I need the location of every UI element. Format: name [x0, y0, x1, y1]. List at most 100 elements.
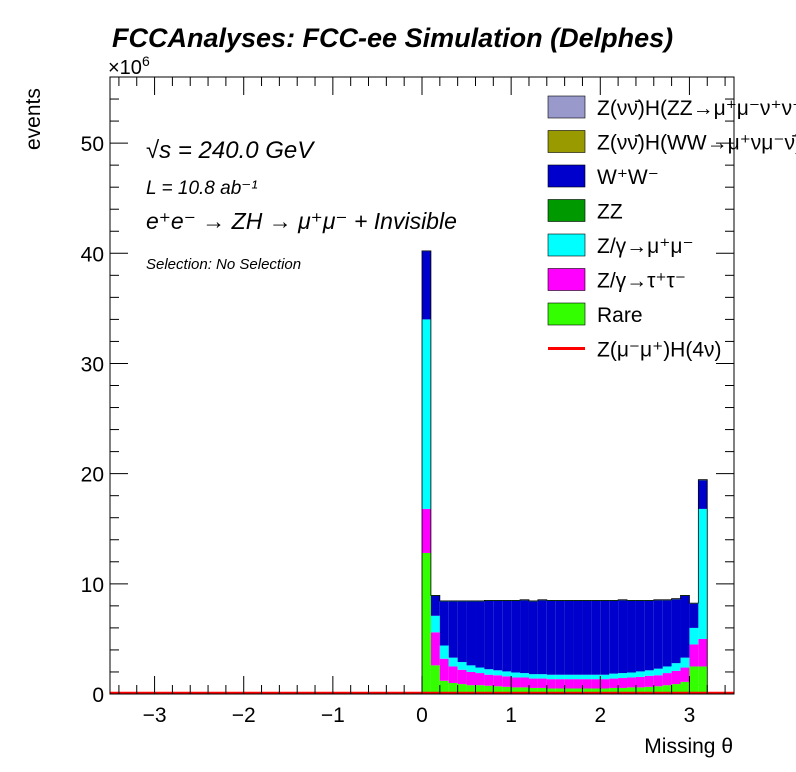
x-axis-ticks: −3 −2 −1 0 1 2 3 — [118, 77, 726, 727]
bar-0-8 — [493, 686, 503, 694]
legend-label: Z/γ→μ⁺μ⁻ — [597, 235, 694, 258]
bar-0-17 — [573, 688, 583, 694]
legend: Z(νν̄)H(ZZ→μ⁺μ⁻ν⁺ν⁻) Z(νν̄)H(WW→μ⁺νμ⁻ν̄) W… — [547, 95, 796, 362]
bar-2-17 — [573, 674, 583, 680]
bar-2-27 — [662, 666, 672, 674]
legend-label: ZZ — [597, 201, 623, 224]
x-axis-label: Missing θ — [644, 735, 733, 758]
bar-3-3 — [448, 601, 458, 658]
bar-2-15 — [555, 674, 565, 680]
legend-swatch — [547, 199, 586, 222]
chart-title: FCCAnalyses: FCC-ee Simulation (Delphes) — [112, 23, 673, 53]
bar-1-1 — [430, 632, 440, 666]
bar-2-6 — [475, 667, 485, 674]
bar-1-9 — [502, 676, 512, 687]
bar-3-2 — [439, 601, 449, 646]
bar-2-12 — [528, 674, 538, 679]
y-multiplier: ×106 — [108, 53, 150, 79]
bar-3-24 — [635, 600, 645, 672]
bar-3-16 — [564, 600, 574, 675]
bar-0-15 — [555, 688, 565, 694]
energy-annotation: √s = 240.0 GeV — [146, 137, 315, 164]
bar-1-3 — [448, 666, 458, 683]
bar-2-31 — [698, 508, 708, 639]
bar-2-1 — [430, 615, 440, 633]
bar-1-15 — [555, 679, 565, 689]
bar-3-8 — [493, 600, 503, 671]
bar-1-25 — [644, 675, 654, 687]
bar-0-25 — [644, 686, 654, 694]
bar-1-27 — [662, 673, 672, 686]
bar-2-19 — [591, 674, 601, 680]
bar-3-22 — [618, 600, 628, 674]
bar-3-17 — [573, 600, 583, 675]
bar-3-14 — [546, 600, 556, 675]
bar-1-26 — [653, 675, 663, 687]
bar-0-11 — [520, 687, 529, 694]
bar-3-23 — [627, 600, 636, 673]
bar-2-16 — [564, 674, 574, 680]
bar-0-6 — [475, 685, 485, 694]
bar-3-7 — [484, 600, 494, 670]
bar-1-4 — [457, 669, 467, 685]
bar-3-1 — [430, 595, 440, 616]
legend-label: Z/γ→τ⁺τ⁻ — [597, 270, 686, 293]
bar-3-10 — [511, 600, 521, 673]
bar-0-2 — [439, 680, 449, 694]
bar-2-23 — [627, 672, 636, 678]
bar-2-18 — [582, 674, 592, 680]
bar-2-14 — [546, 674, 556, 680]
bar-1-28 — [671, 670, 681, 685]
bar-1-30 — [689, 644, 699, 667]
annotations: √s = 240.0 GeV L = 10.8 ab⁻¹ e⁺e⁻ → ZH →… — [146, 137, 457, 273]
bar-2-2 — [439, 645, 449, 659]
legend-label: W⁺W⁻ — [597, 166, 659, 189]
bar-0-5 — [466, 685, 476, 694]
bar-2-21 — [609, 673, 619, 679]
y-tick-label: 50 — [81, 133, 104, 156]
x-tick-label: −3 — [143, 704, 167, 727]
bar-0-27 — [662, 685, 672, 694]
bar-3-18 — [582, 600, 592, 675]
bar-0-9 — [502, 686, 512, 694]
bar-2-0 — [422, 319, 431, 509]
bar-2-29 — [680, 657, 690, 668]
bar-3-26 — [653, 600, 663, 669]
selection-annotation: Selection: No Selection — [146, 256, 301, 273]
bar-2-5 — [466, 665, 476, 672]
legend-swatch — [547, 233, 586, 257]
y-axis-label: events — [22, 88, 45, 150]
bar-2-26 — [653, 668, 663, 676]
bar-3-31 — [698, 480, 708, 509]
bar-3-12 — [528, 601, 538, 675]
bar-1-24 — [635, 676, 645, 688]
bar-2-10 — [511, 672, 521, 678]
bar-0-20 — [600, 688, 610, 694]
bar-1-14 — [546, 679, 556, 689]
x-tick-label: 0 — [416, 704, 428, 727]
bar-1-2 — [439, 658, 449, 681]
bar-0-14 — [546, 688, 556, 694]
bar-3-30 — [689, 603, 699, 628]
bar-2-11 — [520, 673, 529, 678]
bar-0-31 — [698, 666, 708, 694]
stacked-bars — [421, 250, 708, 694]
bar-0-1 — [430, 665, 440, 694]
legend-label: Z(μ⁻μ⁺)H(4ν) — [597, 339, 722, 362]
bar-0-16 — [564, 688, 574, 694]
bar-1-7 — [484, 674, 494, 686]
bar-3-25 — [644, 600, 654, 671]
bar-1-11 — [520, 677, 529, 688]
bar-3-5 — [466, 601, 476, 666]
bar-2-7 — [484, 669, 494, 675]
bar-0-22 — [618, 687, 628, 694]
bar-0-12 — [528, 687, 538, 694]
bar-2-13 — [537, 674, 547, 679]
bar-2-28 — [671, 663, 681, 671]
bar-0-21 — [609, 687, 619, 694]
y-tick-label: 10 — [81, 574, 104, 597]
bar-2-4 — [457, 662, 467, 670]
bar-1-18 — [582, 679, 592, 689]
bar-0-7 — [484, 685, 494, 694]
legend-label: Rare — [597, 304, 643, 327]
